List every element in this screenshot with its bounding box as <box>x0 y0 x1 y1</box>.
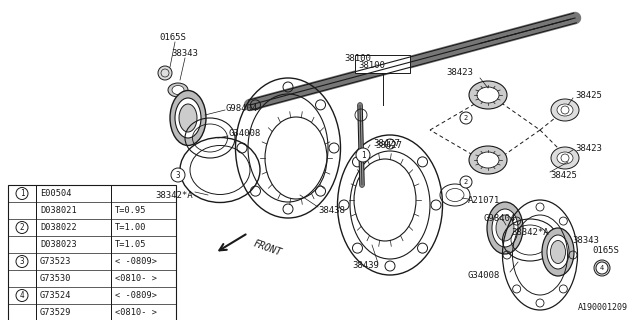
Text: 1: 1 <box>361 150 365 159</box>
Text: 4: 4 <box>600 265 604 271</box>
Ellipse shape <box>469 81 507 109</box>
Text: G73529: G73529 <box>40 308 72 317</box>
Text: G34008: G34008 <box>467 270 499 279</box>
Circle shape <box>16 290 28 301</box>
Text: 38342*A: 38342*A <box>155 190 193 199</box>
Circle shape <box>594 260 610 276</box>
Circle shape <box>460 112 472 124</box>
Ellipse shape <box>551 147 579 169</box>
Text: D038022: D038022 <box>40 223 77 232</box>
Circle shape <box>460 176 472 188</box>
Text: 4: 4 <box>20 291 24 300</box>
Circle shape <box>16 188 28 199</box>
Ellipse shape <box>557 152 573 164</box>
Text: 2: 2 <box>20 223 24 232</box>
Text: 38423: 38423 <box>447 68 474 76</box>
Text: 38438: 38438 <box>318 205 345 214</box>
Text: 38427: 38427 <box>373 139 400 148</box>
Text: T=1.05: T=1.05 <box>115 240 147 249</box>
Ellipse shape <box>168 83 188 97</box>
Text: <0810- >: <0810- > <box>115 274 157 283</box>
Text: G73523: G73523 <box>40 257 72 266</box>
Text: 2: 2 <box>464 115 468 121</box>
Ellipse shape <box>542 228 574 276</box>
Text: G73530: G73530 <box>40 274 72 283</box>
Text: T=1.00: T=1.00 <box>115 223 147 232</box>
Ellipse shape <box>175 98 201 138</box>
Ellipse shape <box>557 104 573 116</box>
Text: 38100: 38100 <box>344 53 371 62</box>
Text: E00504: E00504 <box>40 189 72 198</box>
Ellipse shape <box>496 215 514 241</box>
Text: T=0.95: T=0.95 <box>115 206 147 215</box>
Ellipse shape <box>477 152 499 168</box>
Text: G98404: G98404 <box>225 103 257 113</box>
Ellipse shape <box>551 99 579 121</box>
Text: A21071: A21071 <box>468 196 500 204</box>
Ellipse shape <box>492 209 518 247</box>
Text: 38439: 38439 <box>352 260 379 269</box>
Text: D038023: D038023 <box>40 240 77 249</box>
Text: <0810- >: <0810- > <box>115 308 157 317</box>
Text: < -0809>: < -0809> <box>115 291 157 300</box>
Text: 38342*A: 38342*A <box>511 228 549 236</box>
Text: 38425: 38425 <box>550 171 577 180</box>
Ellipse shape <box>170 91 206 146</box>
Text: < -0809>: < -0809> <box>115 257 157 266</box>
Text: A190001209: A190001209 <box>578 303 628 312</box>
Ellipse shape <box>550 241 566 263</box>
Ellipse shape <box>477 87 499 103</box>
Text: 2: 2 <box>464 179 468 185</box>
Circle shape <box>356 148 370 162</box>
Text: 1: 1 <box>20 189 24 198</box>
Circle shape <box>158 66 172 80</box>
Text: G73524: G73524 <box>40 291 72 300</box>
Bar <box>8 185 176 320</box>
Text: FRONT: FRONT <box>252 238 283 258</box>
Text: G98404: G98404 <box>483 213 515 222</box>
Text: 38343: 38343 <box>572 236 599 244</box>
Ellipse shape <box>469 146 507 174</box>
Ellipse shape <box>487 202 523 254</box>
Ellipse shape <box>179 104 197 132</box>
Text: 3: 3 <box>20 257 24 266</box>
Bar <box>355 55 410 73</box>
Circle shape <box>596 262 608 274</box>
Ellipse shape <box>172 85 184 94</box>
Text: 38427: 38427 <box>375 140 402 149</box>
Circle shape <box>16 255 28 268</box>
Text: 38423: 38423 <box>575 143 602 153</box>
Text: 0165S: 0165S <box>592 245 619 254</box>
Text: 38343: 38343 <box>172 49 198 58</box>
Text: D038021: D038021 <box>40 206 77 215</box>
Text: G34008: G34008 <box>228 129 260 138</box>
Text: 0165S: 0165S <box>159 33 186 42</box>
Ellipse shape <box>547 235 569 269</box>
Text: 38100: 38100 <box>358 60 385 69</box>
Text: 3: 3 <box>176 171 180 180</box>
Circle shape <box>171 168 185 182</box>
Text: 38425: 38425 <box>575 91 602 100</box>
Circle shape <box>16 221 28 234</box>
